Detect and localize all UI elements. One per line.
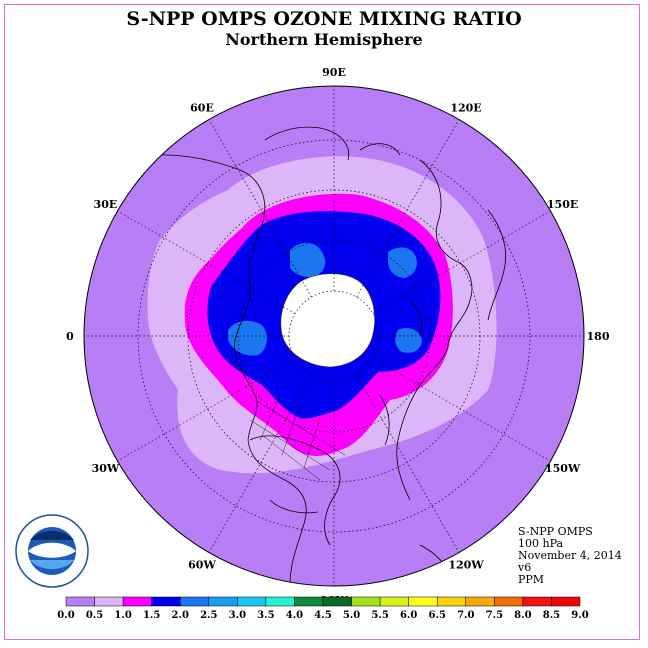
longitude-label: 30W (92, 462, 120, 475)
noaa-logo-text: NOAA (37, 548, 68, 558)
colorbar-tick-label: 6.5 (429, 610, 446, 621)
colorbar-tick-label: 0.0 (57, 610, 74, 621)
colorbar-swatch (237, 596, 267, 607)
colorbar-tick-label: 4.0 (286, 610, 303, 621)
colorbar-tick-label: 0.5 (86, 610, 103, 621)
colorbar-swatch (379, 596, 409, 607)
info-version: v6 (518, 561, 532, 574)
longitude-label: 180 (587, 330, 610, 343)
info-units: PPM (518, 573, 545, 586)
colorbar-swatch (494, 596, 524, 607)
colorbar-swatch (65, 596, 95, 607)
colorbar-swatch (322, 596, 352, 607)
colorbar-swatch (94, 596, 124, 607)
colorbar-tick-label: 5.0 (343, 610, 360, 621)
contour-band-2.0-2.5 (395, 328, 422, 353)
colorbar-tick-label: 7.5 (486, 610, 503, 621)
colorbar-tick-label: 8.0 (514, 610, 531, 621)
colorbar-tick-label: 6.0 (400, 610, 417, 621)
colorbar-swatch (179, 596, 210, 607)
colorbar-swatch (294, 596, 324, 607)
colorbar-tick-label: 2.0 (172, 610, 189, 621)
map-subtitle: Northern Hemisphere (225, 30, 423, 49)
colorbar-tick-label: 8.5 (543, 610, 560, 621)
colorbar-swatch (551, 596, 581, 607)
outer-frame (4, 4, 640, 640)
colorbar-tick-label: 5.5 (371, 610, 388, 621)
map-title: S-NPP OMPS OZONE MIXING RATIO (126, 8, 522, 30)
longitude-label: 30E (94, 198, 118, 211)
longitude-label: 120E (450, 101, 481, 114)
colorbar-tick-label: 7.0 (457, 610, 474, 621)
colorbar-tick-label: 2.5 (200, 610, 217, 621)
longitude-label: 90E (322, 66, 346, 79)
colorbar-tick-label: 3.0 (229, 610, 246, 621)
contour-band-2.0-2.5 (388, 247, 417, 278)
longitude-label: 60W (188, 559, 216, 572)
longitude-label: 150W (545, 462, 581, 475)
longitude-label: 60E (190, 101, 214, 114)
colorbar-tick-label: 1.0 (114, 610, 131, 621)
colorbar-swatch (522, 596, 552, 607)
info-instrument: S-NPP OMPS (518, 525, 593, 538)
missing-data-hole (280, 273, 375, 368)
colorbar-tick-label: 1.5 (143, 610, 160, 621)
colorbar-swatch (436, 596, 467, 607)
colorbar-tick-label: 4.5 (314, 610, 331, 621)
longitude-label: 120W (448, 559, 484, 572)
colorbar-swatch (465, 596, 495, 607)
longitude-label: 150E (547, 198, 578, 211)
colorbar-tick-label: 9.0 (571, 610, 588, 621)
coastlines (119, 126, 507, 586)
info-date: November 4, 2014 (518, 549, 622, 562)
contour-band-2.0-2.5 (228, 320, 267, 356)
colorbar: 0.0 0.5 1.0 1.5 2.0 2.5 3.0 3.5 4.0 4.5 5.0 5.5 6.0 6… (57, 596, 589, 621)
colorbar-swatch (408, 596, 438, 607)
contour-band-2.0-2.5 (290, 242, 326, 278)
colorbar-swatch (151, 596, 181, 607)
colorbar-swatch (208, 596, 238, 607)
info-level: 100 hPa (518, 537, 564, 550)
colorbar-swatch (265, 596, 295, 607)
colorbar-swatch (351, 596, 381, 607)
noaa-logo: NOAA (15, 514, 89, 588)
colorbar-swatch (122, 596, 152, 607)
colorbar-tick-label: 3.5 (257, 610, 274, 621)
longitude-label: 0 (66, 330, 74, 343)
map-info: S-NPP OMPS 100 hPa November 4, 2014 v6 P… (518, 526, 622, 586)
state-borders (249, 394, 346, 481)
